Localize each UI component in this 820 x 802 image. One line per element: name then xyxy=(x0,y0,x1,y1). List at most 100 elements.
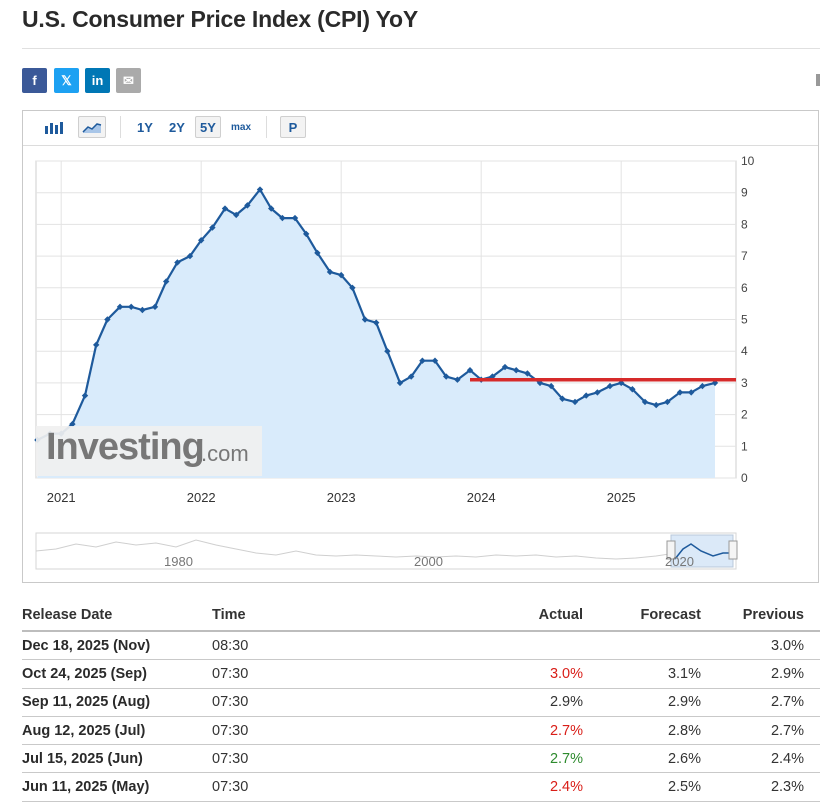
data-point xyxy=(268,205,275,212)
cpi-area-chart: 0 1 2 3 4 5 6 7 8 9 10 2021 2022 2023 2024 2025 xyxy=(34,154,755,505)
linkedin-share-button[interactable]: in xyxy=(85,68,110,93)
data-point xyxy=(69,420,76,428)
release-date-cell: Jul 15, 2025 (Jun) xyxy=(22,750,143,767)
x-tick-label: 2021 xyxy=(47,490,76,505)
x-tick-label: 2024 xyxy=(467,490,496,505)
data-point xyxy=(163,278,170,285)
header-previous: Previous xyxy=(742,607,804,623)
actual-cell: 2.9% xyxy=(549,694,583,711)
data-point xyxy=(209,224,216,231)
investing-watermark: Investing .com xyxy=(36,426,262,476)
time-cell: 07:30 xyxy=(212,779,249,796)
data-point xyxy=(93,341,100,349)
data-point xyxy=(361,316,369,323)
data-point xyxy=(373,319,380,326)
navigator-selected-line xyxy=(674,543,731,560)
data-point xyxy=(81,392,89,399)
toolbar-separator xyxy=(266,116,267,138)
page-title: U.S. Consumer Price Index (CPI) YoY xyxy=(22,6,419,32)
data-point xyxy=(629,386,636,393)
data-point xyxy=(233,211,240,219)
bar-chart-icon xyxy=(45,122,63,134)
header-time: Time xyxy=(212,607,246,623)
time-cell: 08:30 xyxy=(212,637,249,654)
chart-toolbar: 1Y 2Y 5Y max P xyxy=(23,111,818,146)
area-chart-button[interactable] xyxy=(78,116,106,138)
table-row: Jul 15, 2025 (Jun) 07:30 2.7% 2.6% 2.4% xyxy=(22,745,820,774)
navigator-label-2020: 2020 xyxy=(665,554,694,569)
x-tick-label: 2022 xyxy=(187,490,216,505)
data-point xyxy=(676,389,684,396)
release-date-cell: Oct 24, 2025 (Sep) xyxy=(22,665,147,682)
release-date-cell: Sep 11, 2025 (Aug) xyxy=(22,694,151,711)
header-release-date: Release Date xyxy=(22,607,113,623)
data-point xyxy=(116,303,124,311)
table-row: Aug 12, 2025 (Jul) 07:30 2.7% 2.8% 2.7% xyxy=(22,717,820,746)
data-point xyxy=(221,205,229,212)
navigator-label-1980: 1980 xyxy=(164,554,193,569)
time-cell: 07:30 xyxy=(212,722,249,739)
data-point xyxy=(501,363,509,371)
data-point xyxy=(548,382,555,390)
navigator-strip[interactable] xyxy=(23,529,818,579)
range-2y-button[interactable]: 2Y xyxy=(169,119,185,135)
data-point xyxy=(641,398,649,406)
y-tick-label: 4 xyxy=(741,344,748,358)
table-row: Jun 11, 2025 (May) 07:30 2.4% 2.5% 2.3% xyxy=(22,773,820,802)
navigator-handle-right xyxy=(728,540,738,560)
history-table: Release Date Time Actual Forecast Previo… xyxy=(22,600,820,802)
previous-cell: 3.0% xyxy=(770,637,804,654)
data-point xyxy=(571,398,579,406)
time-cell: 07:30 xyxy=(212,665,249,682)
data-point xyxy=(291,214,299,222)
watermark-brand: Investing xyxy=(46,426,205,468)
forecast-cell: 2.5% xyxy=(667,779,701,796)
data-point xyxy=(431,357,439,364)
data-point xyxy=(338,271,345,279)
data-point xyxy=(664,398,671,406)
data-point xyxy=(443,373,450,380)
x-icon: 𝕏 xyxy=(61,72,72,88)
previous-cell: 2.9% xyxy=(770,665,804,682)
data-point xyxy=(186,252,194,260)
table-header-row: Release Date Time Actual Forecast Previo… xyxy=(22,600,820,632)
data-point xyxy=(419,357,426,364)
forecast-cell: 3.1% xyxy=(667,665,701,682)
data-point xyxy=(524,370,531,377)
data-point xyxy=(151,303,159,311)
watermark-suffix: .com xyxy=(201,441,249,466)
previous-cell: 2.7% xyxy=(770,722,804,739)
x-tick-label: 2023 xyxy=(327,490,356,505)
data-point xyxy=(408,373,415,380)
facebook-share-button[interactable]: f xyxy=(22,68,47,93)
previous-cell: 2.4% xyxy=(770,750,804,767)
chart-container: 1Y 2Y 5Y max P 0 1 2 3 4 5 6 7 8 9 10 2021 2022 2023 2… xyxy=(22,110,819,583)
table-row: Oct 24, 2025 (Sep) 07:30 3.0% 3.1% 2.9% xyxy=(22,660,820,689)
range-max-button[interactable]: max xyxy=(230,121,251,133)
data-point xyxy=(653,401,660,409)
data-point xyxy=(128,303,135,311)
previous-cell: 2.3% xyxy=(770,779,804,796)
x-share-button[interactable]: 𝕏 xyxy=(54,68,79,93)
data-point xyxy=(618,379,625,387)
data-point xyxy=(559,395,566,402)
range-5y-button[interactable]: 5Y xyxy=(195,116,221,138)
forecast-cell: 2.6% xyxy=(667,750,701,767)
p-button[interactable]: P xyxy=(280,116,306,138)
y-tick-label: 0 xyxy=(741,471,748,485)
email-share-button[interactable]: ✉ xyxy=(116,68,141,93)
release-date-cell: Jun 11, 2025 (May) xyxy=(22,779,150,796)
actual-cell: 2.4% xyxy=(549,779,583,796)
table-row: Dec 18, 2025 (Nov) 08:30 3.0% xyxy=(22,632,820,661)
range-1y-button[interactable]: 1Y xyxy=(137,119,153,135)
y-tick-label: 3 xyxy=(741,376,748,390)
title-divider xyxy=(22,48,820,49)
y-tick-label: 2 xyxy=(741,408,748,422)
data-point xyxy=(198,237,205,244)
bar-chart-button[interactable] xyxy=(41,116,67,138)
print-icon[interactable] xyxy=(816,74,820,86)
data-point xyxy=(349,284,356,291)
actual-cell: 2.7% xyxy=(549,750,583,767)
data-point xyxy=(699,382,706,390)
data-point xyxy=(104,316,111,323)
